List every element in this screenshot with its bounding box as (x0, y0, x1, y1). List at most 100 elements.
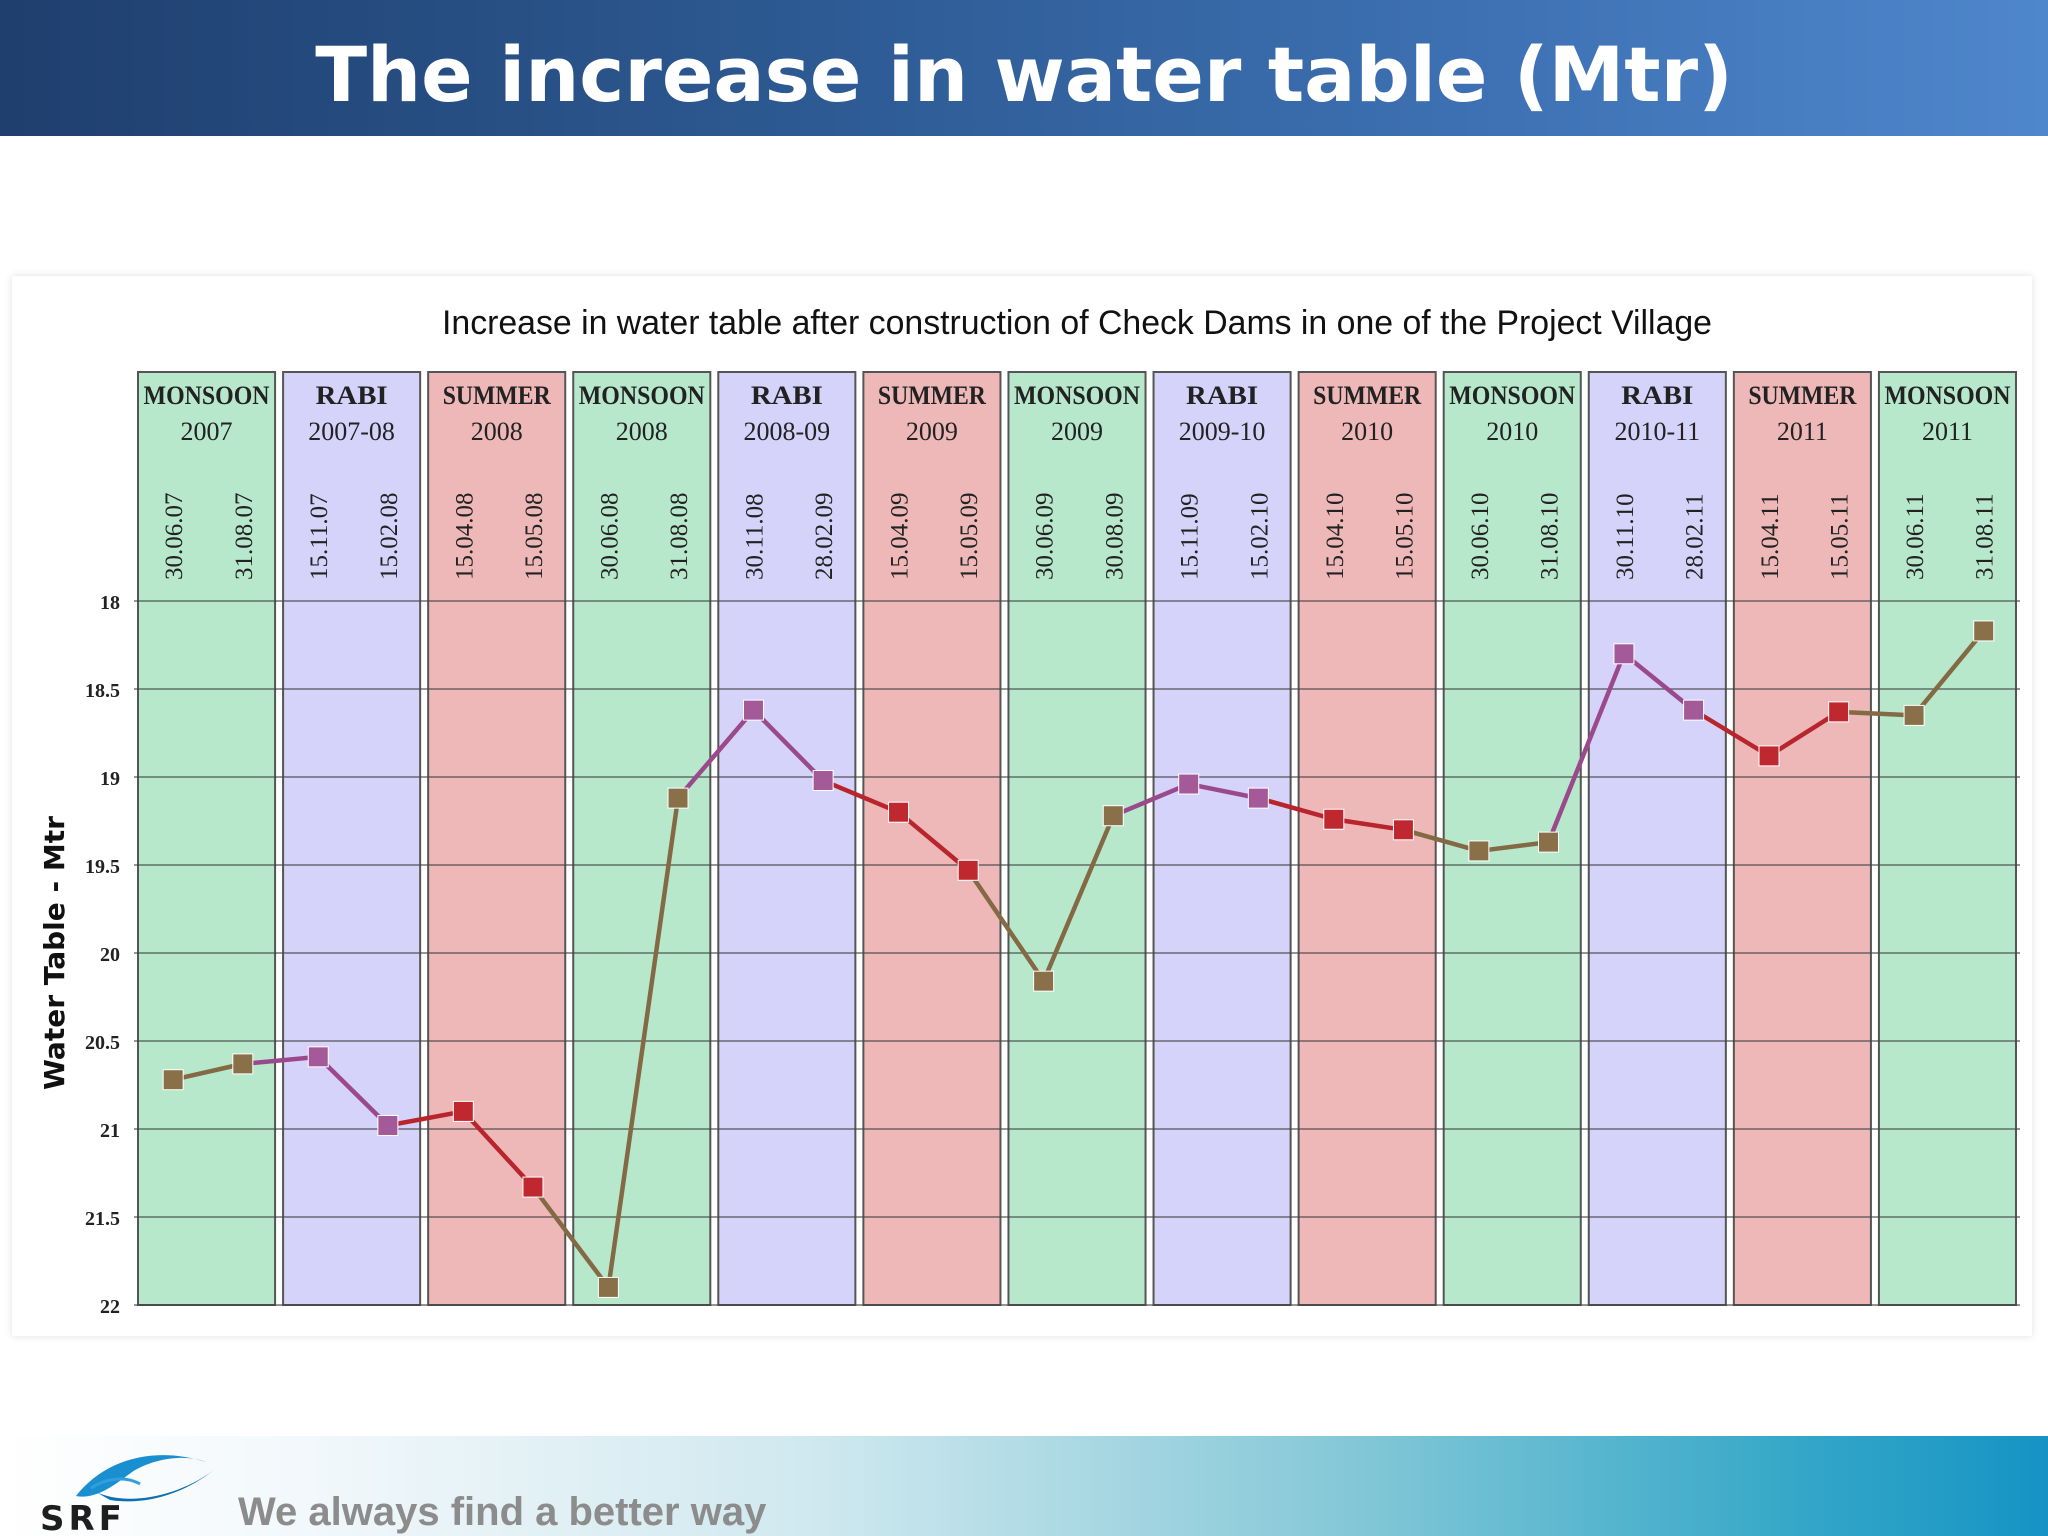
season-year: 2007-08 (308, 417, 395, 446)
season-year: 2008 (471, 417, 523, 446)
footer-tagline: We always find a better way (238, 1490, 767, 1534)
season-name: RABI (751, 381, 823, 410)
series-line-segment (1766, 709, 1841, 759)
season-panel (1877, 371, 2018, 1306)
date-label: 15.04.09 (887, 493, 914, 581)
date-label: 15.11.07 (306, 493, 333, 580)
date-label: 15.05.08 (521, 493, 548, 581)
slide-header: The increase in water table (Mtr) (0, 0, 2048, 136)
y-tick-label: 18.5 (85, 680, 120, 702)
series-line-segment (240, 1054, 321, 1067)
series-line-segment (1621, 651, 1696, 713)
date-label: 28.02.11 (1682, 493, 1709, 580)
season-panel (1587, 371, 1727, 1306)
data-point (377, 1114, 399, 1136)
date-label: 15.04.11 (1757, 493, 1784, 580)
series-line-segment (1111, 781, 1191, 818)
date-label: 30.08.09 (1101, 493, 1128, 581)
season-panel (282, 371, 422, 1306)
season-year: 2010 (1486, 417, 1538, 446)
date-label: 30.06.11 (1902, 493, 1929, 580)
season-name: MONSOON (1449, 381, 1575, 410)
footer-band (0, 1436, 2048, 1536)
season-panel (1732, 371, 1872, 1306)
data-point (1102, 805, 1124, 827)
series-line-segment (896, 809, 971, 873)
season-name: MONSOON (144, 381, 270, 410)
data-point (452, 1100, 474, 1122)
date-label: 31.08.11 (1972, 493, 1999, 580)
date-label: 28.02.09 (811, 493, 838, 581)
series-line-segment (1911, 628, 1986, 718)
date-label: 30.06.07 (161, 493, 188, 581)
data-point (667, 787, 689, 809)
season-year: 2010 (1341, 417, 1393, 446)
series-line-segment (1836, 709, 1917, 718)
season-year: 2010-11 (1614, 417, 1700, 446)
date-label: 15.04.08 (451, 493, 478, 581)
y-tick-label: 18 (100, 592, 120, 614)
data-point (232, 1053, 254, 1075)
series-line-segment (1186, 781, 1261, 801)
date-label: 15.05.11 (1827, 493, 1854, 580)
data-point (1323, 808, 1345, 830)
season-year: 2011 (1777, 417, 1828, 446)
data-point (1828, 701, 1850, 723)
y-tick-label: 21.5 (85, 1208, 120, 1230)
data-point (1538, 831, 1559, 853)
series-line-segment (751, 707, 826, 783)
series-line-segment (461, 1109, 536, 1190)
series-line-segment (530, 1184, 611, 1290)
chart-panel: Increase in water table after constructi… (12, 276, 2032, 1336)
y-tick-label: 19.5 (85, 856, 120, 878)
data-point (1247, 787, 1269, 809)
data-point (742, 699, 764, 721)
season-year: 2009 (906, 417, 958, 446)
date-label: 30.06.09 (1032, 493, 1059, 581)
data-point (1903, 704, 1925, 726)
season-name: MONSOON (579, 381, 705, 410)
data-point (1758, 745, 1780, 767)
data-point (307, 1046, 329, 1068)
season-name: RABI (1621, 381, 1693, 410)
season-name: RABI (1186, 381, 1258, 410)
season-year: 2011 (1922, 417, 1973, 446)
date-label: 15.04.10 (1322, 493, 1349, 581)
data-point (162, 1069, 184, 1091)
season-panel (137, 371, 277, 1306)
series-line-segment (820, 778, 901, 815)
season-name: MONSOON (1014, 381, 1140, 410)
season-name: SUMMER (1748, 381, 1856, 410)
series-line-segment (1041, 813, 1116, 984)
logo-text: SRF (40, 1499, 126, 1534)
slide-title: The increase in water table (Mtr) (315, 30, 1733, 119)
season-year: 2009-10 (1179, 417, 1266, 446)
y-tick-label: 20.5 (85, 1032, 120, 1054)
data-point (1973, 620, 1995, 642)
date-label: 15.05.10 (1391, 493, 1418, 581)
season-year: 2008 (616, 417, 668, 446)
series-line-segment (965, 868, 1046, 984)
date-label: 31.08.07 (231, 493, 258, 581)
season-panel (1152, 371, 1292, 1306)
data-point (1178, 773, 1200, 795)
series-line-segment (1691, 707, 1772, 759)
y-tick-label: 21 (100, 1120, 120, 1142)
data-point (1392, 819, 1414, 841)
series-line-segment (606, 795, 681, 1290)
season-name: SUMMER (1313, 381, 1421, 410)
y-tick-label: 19 (100, 768, 120, 790)
water-table-chart: Increase in water table after constructi… (38, 304, 2020, 1318)
series-line-segment (1331, 816, 1406, 833)
y-axis-label: Water Table - Mtr (38, 816, 71, 1090)
data-point (1613, 643, 1635, 665)
date-label: 15.02.08 (376, 493, 403, 581)
season-panel (572, 371, 712, 1306)
series-line-segment (170, 1061, 246, 1082)
season-name: SUMMER (443, 381, 551, 410)
series-line-segment (1476, 839, 1551, 854)
season-panel (427, 371, 567, 1306)
series-line-segment (1546, 651, 1627, 845)
data-point (1033, 970, 1055, 992)
series-line-segment (675, 707, 756, 801)
